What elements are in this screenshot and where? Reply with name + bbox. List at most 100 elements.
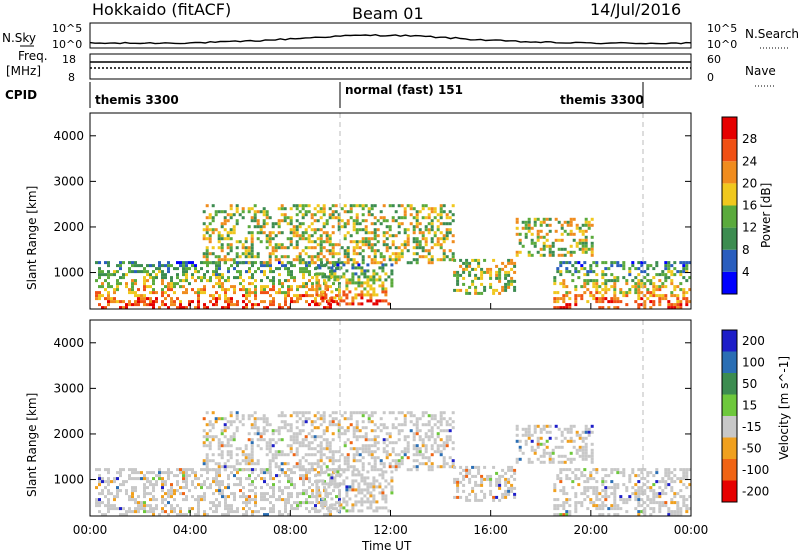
power-cell <box>370 207 374 211</box>
power-cell <box>205 246 209 250</box>
power-cell <box>301 261 305 265</box>
power-cell <box>373 252 377 256</box>
velocity-cell <box>372 509 376 513</box>
power-cell <box>248 294 251 298</box>
velocity-cell <box>607 507 611 511</box>
velocity-cell <box>649 501 653 505</box>
velocity-cell <box>245 477 248 481</box>
power-cell <box>439 246 443 250</box>
velocity-cell <box>536 457 540 461</box>
velocity-cell <box>217 441 221 445</box>
power-cell <box>352 222 356 226</box>
velocity-cell <box>113 495 116 499</box>
velocity-cell <box>317 486 320 490</box>
velocity-cell <box>581 436 585 440</box>
power-cell <box>233 288 236 292</box>
power-cell <box>604 285 608 289</box>
velocity-cell <box>427 468 431 472</box>
velocity-cell <box>182 498 185 502</box>
velocity-cell <box>601 480 605 484</box>
power-cell <box>327 278 331 282</box>
velocity-cell <box>507 468 511 472</box>
velocity-cell <box>646 471 650 475</box>
velocity-cell <box>559 489 563 493</box>
velocity-cell <box>510 468 514 472</box>
power-cell <box>257 267 260 271</box>
velocity-cell <box>104 504 107 508</box>
power-cell <box>227 297 230 301</box>
power-cell <box>373 258 377 262</box>
power-cell <box>337 216 341 220</box>
velocity-cell <box>387 482 391 486</box>
velocity-cell <box>235 417 239 421</box>
power-cell <box>445 234 449 238</box>
velocity-cell <box>640 477 644 481</box>
power-cell <box>571 279 575 283</box>
power-cell <box>208 213 212 217</box>
velocity-cell <box>584 457 588 461</box>
power-cell <box>287 279 290 283</box>
velocity-cell <box>302 492 305 496</box>
power-cell <box>197 300 200 304</box>
y-tick-label: 3000 <box>53 381 84 395</box>
velocity-cell <box>640 486 644 490</box>
power-cell <box>149 297 152 301</box>
power-cell <box>194 291 197 295</box>
power-cell <box>649 282 653 286</box>
power-cell <box>568 261 572 265</box>
velocity-cell <box>604 480 608 484</box>
power-cell <box>326 306 329 310</box>
power-cell <box>427 216 431 220</box>
power-cell <box>480 276 484 280</box>
velocity-cell <box>530 439 534 443</box>
velocity-cell <box>272 507 275 511</box>
velocity-cell <box>477 468 481 472</box>
power-cell <box>95 279 98 283</box>
velocity-cell <box>357 485 361 489</box>
velocity-cell <box>352 432 356 436</box>
velocity-cell <box>331 411 335 415</box>
power-cell <box>223 222 227 226</box>
velocity-cell <box>253 462 257 466</box>
velocity-cell <box>445 423 449 427</box>
velocity-cell <box>415 420 419 424</box>
velocity-cell <box>351 506 355 510</box>
velocity-cell <box>574 495 578 499</box>
power-cell <box>289 261 293 265</box>
velocity-cell <box>269 507 272 511</box>
power-cell <box>453 288 457 292</box>
power-cell <box>390 284 394 288</box>
power-cell <box>265 237 269 241</box>
power-cell <box>268 240 272 244</box>
velocity-cell <box>185 477 188 481</box>
velocity-cell <box>296 501 299 505</box>
velocity-cell <box>143 486 146 490</box>
velocity-cell <box>271 444 275 448</box>
velocity-cell <box>613 513 617 517</box>
velocity-cell <box>277 453 281 457</box>
velocity-cell <box>343 429 347 433</box>
velocity-cell <box>331 453 335 457</box>
power-cell <box>381 284 385 288</box>
velocity-cell <box>563 460 567 464</box>
power-cell <box>185 291 188 295</box>
power-cell <box>332 300 335 304</box>
cpid-segment-1: themis 3300 <box>95 93 179 107</box>
power-cell <box>403 213 407 217</box>
velocity-cell <box>220 429 224 433</box>
power-cell <box>357 278 361 282</box>
power-cell <box>619 288 623 292</box>
velocity-cell <box>164 492 167 496</box>
power-cell <box>442 234 446 238</box>
power-cell <box>390 281 394 285</box>
power-cell <box>241 243 245 247</box>
velocity-cell <box>412 465 416 469</box>
power-cell <box>421 207 425 211</box>
power-cell <box>477 276 481 280</box>
power-cell <box>266 285 269 289</box>
power-cell <box>373 222 377 226</box>
velocity-cell <box>308 510 311 514</box>
power-cell <box>568 291 572 295</box>
velocity-cell <box>584 448 588 452</box>
power-cell <box>335 288 338 292</box>
